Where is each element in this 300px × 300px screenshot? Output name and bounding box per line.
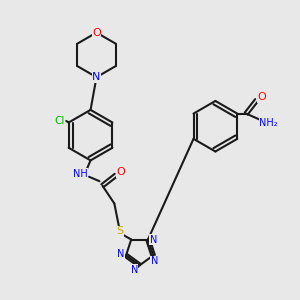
Text: N: N	[130, 265, 138, 275]
Text: N: N	[150, 235, 157, 244]
Text: N: N	[151, 256, 158, 266]
Text: S: S	[117, 226, 124, 236]
Text: N: N	[117, 249, 124, 259]
Text: Cl: Cl	[55, 116, 65, 126]
Text: O: O	[257, 92, 266, 102]
Text: NH: NH	[73, 169, 88, 179]
Text: NH₂: NH₂	[259, 118, 278, 128]
Text: O: O	[92, 28, 101, 38]
Text: N: N	[92, 72, 101, 82]
Text: O: O	[117, 167, 125, 177]
